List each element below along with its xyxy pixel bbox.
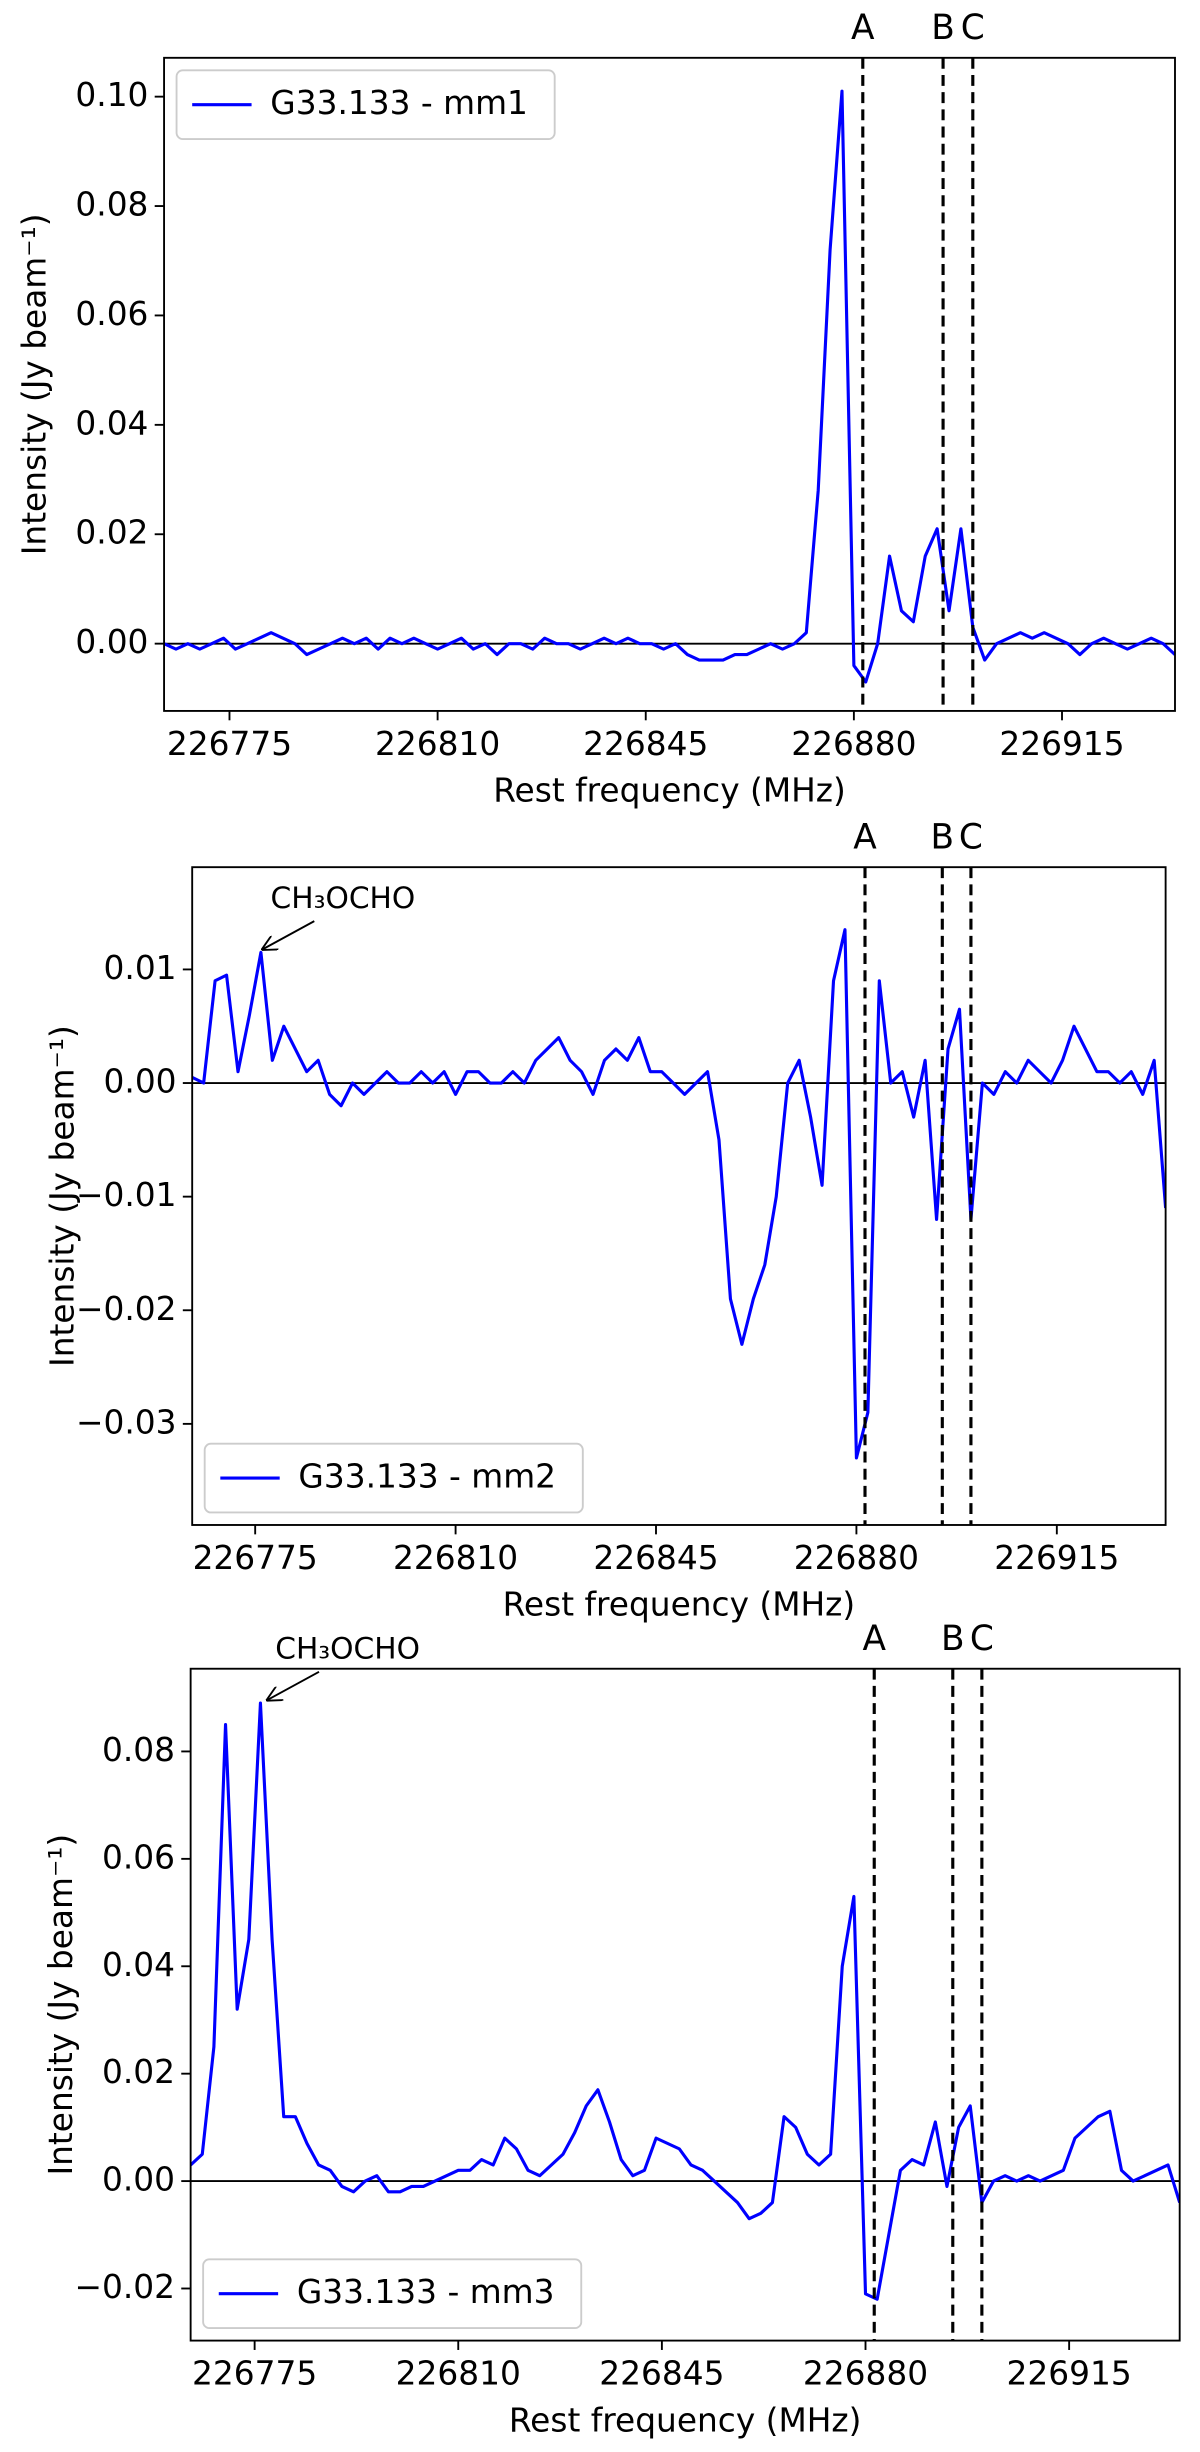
legend-label: G33.133 - mm1 — [270, 84, 528, 122]
data-line — [164, 89, 1175, 684]
x-axis-label: Rest frequency (MHz) — [503, 1586, 856, 1624]
y-tick-label: 0.02 — [75, 514, 148, 552]
x-tick-label: 226845 — [593, 1539, 718, 1577]
y-tick-label: 0.04 — [102, 1946, 175, 1984]
marker-label: A — [853, 818, 877, 858]
y-tick-label: 0.02 — [102, 2053, 175, 2091]
y-tick-label: 0.08 — [75, 186, 148, 224]
annotation-text: CH₃OCHO — [271, 880, 416, 915]
y-tick-label: −0.02 — [74, 2268, 175, 2306]
x-tick-label: 226810 — [393, 1539, 518, 1577]
y-tick-label: −0.01 — [76, 1176, 177, 1214]
x-tick-label: 226915 — [999, 725, 1124, 763]
x-tick-label: 226915 — [1007, 2354, 1132, 2392]
y-tick-label: 0.00 — [75, 623, 148, 661]
x-tick-label: 226880 — [803, 2354, 928, 2392]
x-tick-label: 226845 — [583, 725, 708, 763]
marker-label: C — [970, 1619, 994, 1659]
y-tick-label: 0.04 — [75, 404, 148, 442]
x-tick-label: 226810 — [396, 2354, 521, 2392]
y-tick-label: 0.08 — [102, 1731, 175, 1769]
y-tick-label: −0.03 — [76, 1403, 177, 1441]
y-axis-label: Intensity (Jy beam⁻¹) — [44, 1025, 82, 1367]
plot-frame — [163, 56, 1176, 712]
marker-label: C — [961, 8, 985, 48]
y-tick-label: 0.01 — [104, 949, 177, 987]
x-tick-label: 226880 — [794, 1539, 919, 1577]
data-line — [192, 928, 1166, 1460]
x-tick-label: 226775 — [193, 1539, 318, 1577]
legend-box — [175, 69, 556, 140]
x-axis-label: Rest frequency (MHz) — [509, 2401, 862, 2439]
x-tick-label: 226810 — [375, 725, 500, 763]
data-line — [190, 1701, 1180, 2301]
x-tick-label: 226880 — [791, 725, 916, 763]
marker-label: C — [959, 818, 983, 858]
marker-label: B — [931, 818, 955, 858]
marker-label: A — [851, 8, 875, 48]
y-tick-label: 0.06 — [75, 295, 148, 333]
y-axis-label: Intensity (Jy beam⁻¹) — [42, 1834, 80, 2176]
x-axis-label: Rest frequency (MHz) — [493, 772, 846, 810]
legend-box — [202, 2258, 583, 2330]
y-tick-label: 0.10 — [75, 76, 148, 114]
x-tick-label: 226775 — [192, 2354, 317, 2392]
plot-frame — [191, 866, 1167, 1526]
plot-frame — [189, 1667, 1181, 2342]
marker-label: B — [941, 1619, 965, 1659]
y-tick-label: −0.02 — [76, 1290, 177, 1328]
x-tick-label: 226775 — [167, 725, 292, 763]
y-tick-label: 0.00 — [104, 1063, 177, 1101]
y-axis-label: Intensity (Jy beam⁻¹) — [15, 213, 53, 555]
x-tick-label: 226845 — [599, 2354, 724, 2392]
annotation-arrow — [267, 1671, 320, 1700]
annotation-arrow — [263, 920, 315, 949]
legend-label: G33.133 - mm3 — [297, 2273, 555, 2311]
y-tick-label: 0.06 — [102, 1838, 175, 1876]
legend-label: G33.133 - mm2 — [298, 1458, 556, 1496]
legend-box — [203, 1442, 584, 1514]
annotation-text: CH₃OCHO — [275, 1630, 420, 1665]
marker-label: B — [931, 8, 955, 48]
marker-label: A — [862, 1619, 886, 1659]
x-tick-label: 226915 — [994, 1539, 1119, 1577]
y-tick-label: 0.00 — [102, 2161, 175, 2199]
